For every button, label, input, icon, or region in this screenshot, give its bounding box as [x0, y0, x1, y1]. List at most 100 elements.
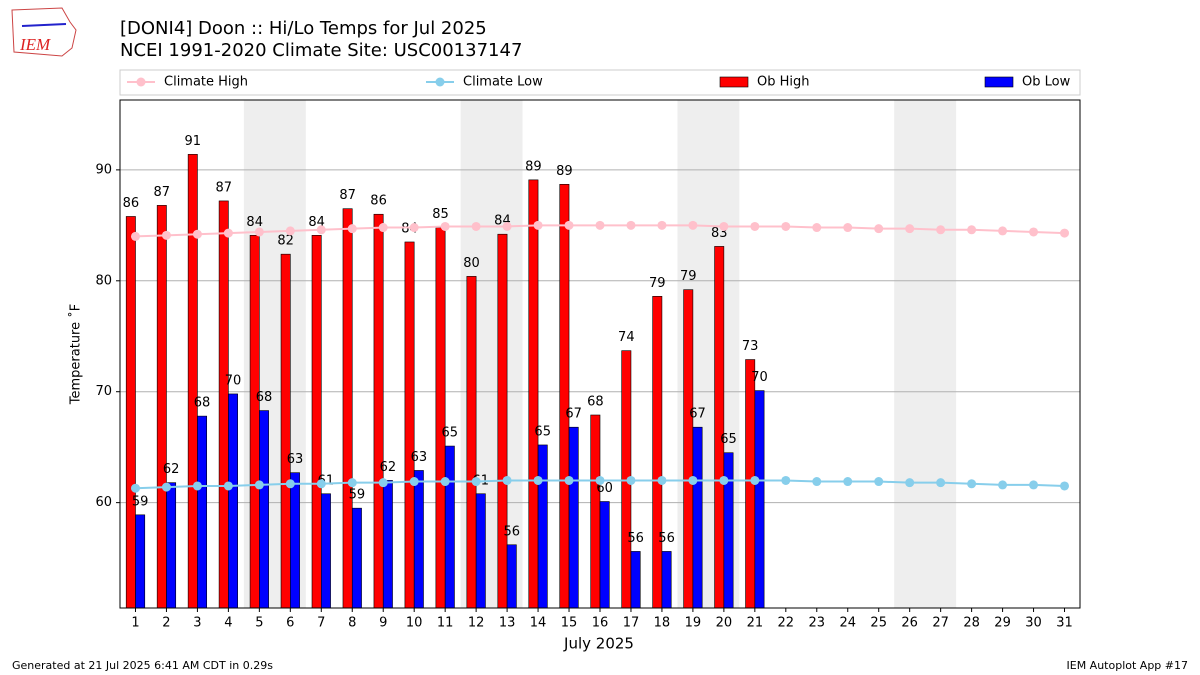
y-tick-label: 90 [95, 162, 112, 177]
data-label: 74 [618, 330, 635, 345]
footer-right: IEM Autoplot App #17 [1067, 659, 1189, 672]
bar [413, 470, 424, 609]
marker [874, 224, 884, 234]
data-label: 91 [185, 134, 202, 149]
bar [259, 410, 269, 609]
bar [382, 480, 393, 609]
marker [471, 477, 481, 487]
bar [466, 276, 477, 609]
marker [564, 475, 574, 485]
bar [342, 208, 353, 609]
data-label: 86 [123, 196, 140, 211]
bar [351, 507, 362, 609]
bar [187, 154, 198, 609]
logo-text: IEM [19, 35, 51, 54]
marker [750, 475, 760, 485]
marker [843, 223, 853, 233]
marker [998, 226, 1008, 236]
data-label: 68 [587, 395, 604, 410]
bar [373, 213, 384, 609]
marker [192, 229, 202, 239]
marker [967, 479, 977, 489]
bar [320, 493, 331, 609]
marker [719, 475, 729, 485]
data-label: 86 [370, 194, 387, 209]
marker [564, 220, 574, 230]
marker [719, 221, 729, 231]
marker [688, 475, 698, 485]
marker [378, 478, 388, 488]
legend-label: Ob Low [1022, 75, 1071, 90]
bar [723, 452, 734, 609]
marker [936, 478, 946, 488]
marker [657, 475, 667, 485]
bar [497, 233, 508, 609]
data-label: 56 [503, 524, 520, 539]
marker [1060, 481, 1070, 491]
data-label: 68 [256, 390, 273, 405]
marker [812, 223, 822, 233]
x-tick-label: 16 [592, 616, 609, 631]
x-tick-label: 29 [994, 616, 1011, 631]
data-label: 59 [349, 488, 366, 503]
marker [626, 475, 636, 485]
marker [347, 224, 357, 234]
x-tick-label: 11 [437, 616, 454, 631]
marker [874, 477, 884, 487]
bar [475, 493, 486, 609]
bar [528, 179, 539, 609]
bar [630, 551, 641, 609]
x-tick-label: 1 [131, 616, 139, 631]
plot-frame [119, 99, 1081, 609]
data-label: 84 [246, 215, 263, 230]
marker [533, 475, 543, 485]
marker [285, 479, 295, 489]
chart-subtitle: NCEI 1991-2020 Climate Site: USC00137147 [120, 40, 522, 61]
bar [559, 183, 570, 609]
data-label: 82 [277, 234, 294, 249]
y-tick-label: 80 [95, 273, 112, 288]
x-tick-label: 12 [468, 616, 485, 631]
marker [626, 220, 636, 230]
x-tick-label: 22 [778, 616, 795, 631]
data-label: 67 [689, 407, 706, 422]
data-label: 67 [565, 407, 582, 422]
x-tick-label: 18 [654, 616, 671, 631]
bar [218, 200, 229, 609]
data-label: 87 [215, 180, 232, 195]
data-label: 62 [163, 462, 180, 477]
data-label: 65 [442, 426, 459, 441]
legend-swatch [136, 77, 146, 87]
marker [440, 221, 450, 231]
legend-swatch [435, 77, 445, 87]
weekend-shade [894, 100, 957, 608]
x-tick-label: 30 [1025, 616, 1042, 631]
x-tick-label: 25 [870, 616, 887, 631]
marker [409, 477, 419, 487]
marker [1060, 228, 1070, 238]
marker [471, 221, 481, 231]
x-tick-label: 13 [499, 616, 516, 631]
legend-swatch [719, 76, 749, 88]
marker [316, 225, 326, 235]
marker [998, 480, 1008, 490]
marker [905, 478, 915, 488]
bar [280, 253, 291, 609]
marker [347, 478, 357, 488]
marker [254, 227, 264, 237]
marker [533, 220, 543, 230]
marker [781, 221, 791, 231]
bar [444, 445, 455, 609]
marker [750, 221, 760, 231]
data-label: 70 [751, 370, 768, 385]
marker [223, 228, 233, 238]
chart-title: [DONI4] Doon :: Hi/Lo Temps for Jul 2025 [120, 18, 487, 39]
marker [502, 221, 512, 231]
x-tick-label: 31 [1056, 616, 1073, 631]
bar [599, 501, 610, 609]
x-tick-label: 26 [901, 616, 918, 631]
marker [161, 482, 171, 492]
x-tick-label: 10 [406, 616, 423, 631]
y-axis-label: Temperature ˚F [68, 304, 84, 405]
x-tick-label: 24 [839, 616, 856, 631]
